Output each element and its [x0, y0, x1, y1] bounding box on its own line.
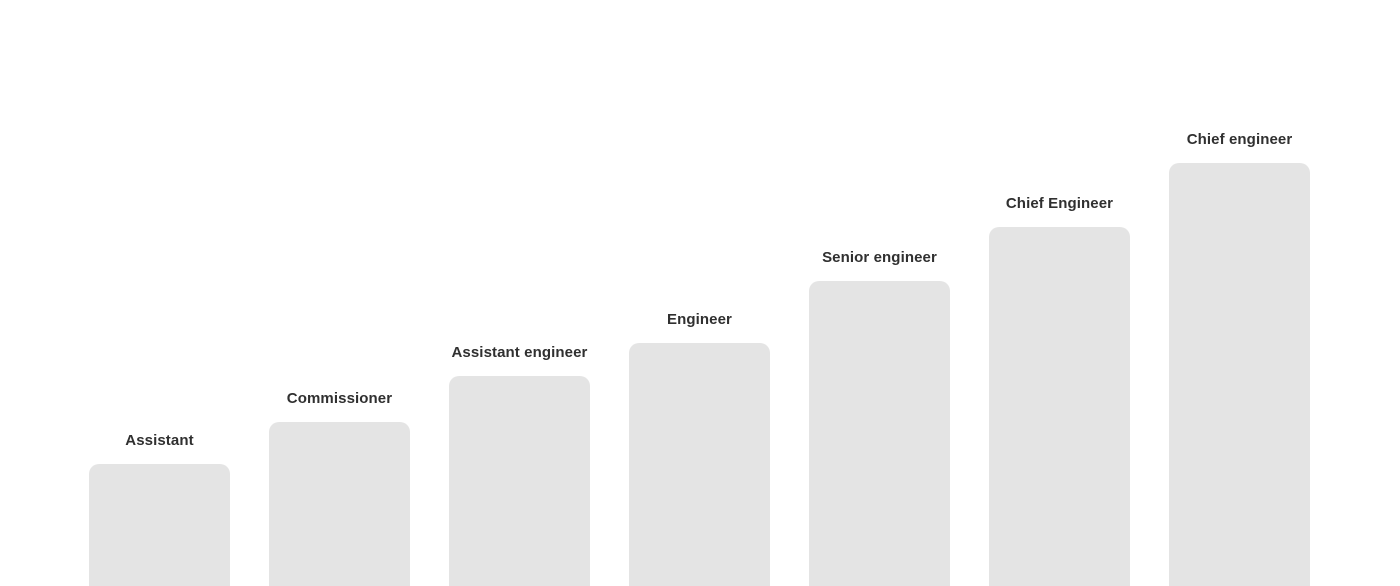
bar [629, 343, 770, 586]
bar-label: Senior engineer [822, 249, 937, 266]
bar [269, 422, 410, 586]
bar [809, 281, 950, 586]
bar-column: Assistant engineer [449, 344, 590, 586]
bar [89, 464, 230, 586]
bar-label: Assistant [125, 432, 194, 449]
bar-label: Commissioner [286, 390, 393, 407]
bar-row: Assistant Commissioner Assistant engineer E… [89, 131, 1310, 586]
bar-label: Chief engineer [1186, 131, 1293, 148]
bar-column: Chief engineer [1169, 131, 1310, 586]
bar-column: Senior engineer [809, 249, 950, 586]
bar-label: Engineer [667, 311, 732, 328]
bar-label: Chief Engineer [1005, 195, 1114, 212]
bar [989, 227, 1130, 586]
bar [449, 376, 590, 586]
bar-column: Assistant [89, 432, 230, 586]
bar-column: Chief Engineer [989, 195, 1130, 586]
bar [1169, 163, 1310, 586]
bar-column: Commissioner [269, 390, 410, 586]
bar-column: Engineer [629, 311, 770, 586]
bar-label: Assistant engineer [451, 344, 588, 361]
